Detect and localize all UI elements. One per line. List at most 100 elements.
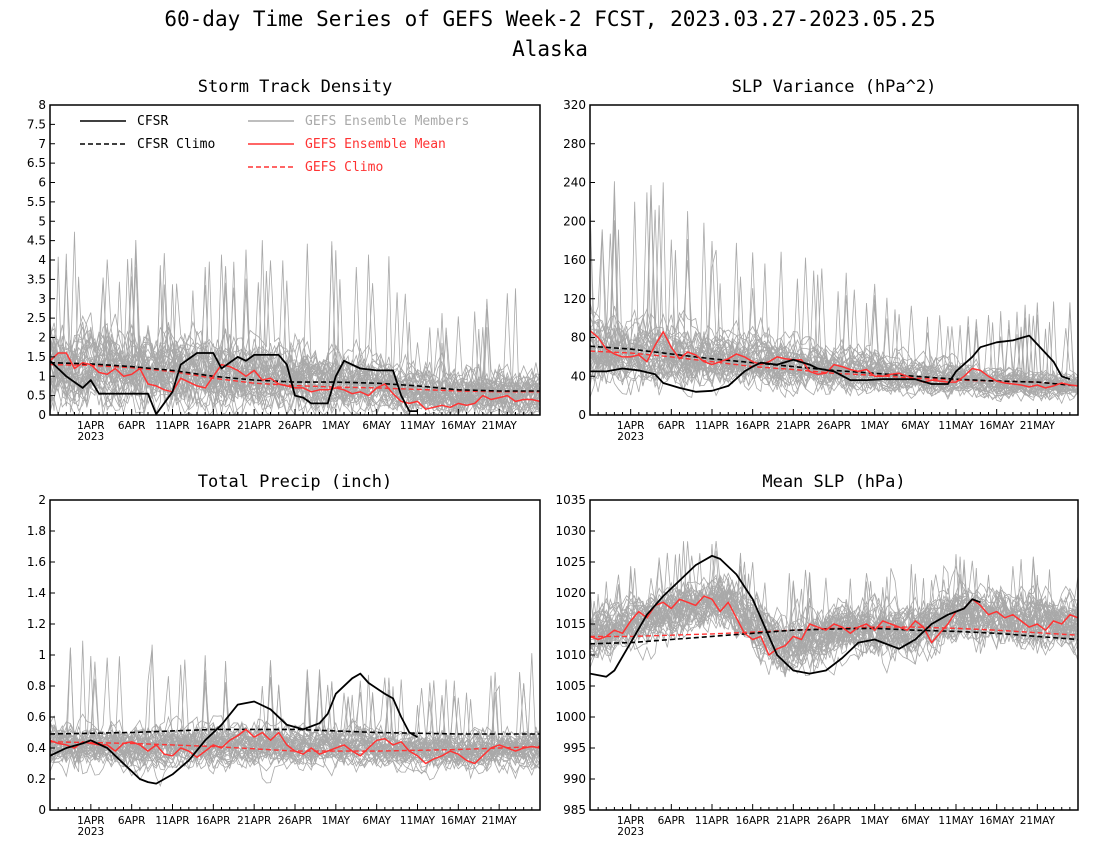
ensemble-member-line [590, 220, 1078, 392]
ensemble-member-line [590, 576, 1078, 652]
ensemble-member-line [50, 640, 540, 788]
legend-gefs-climo: GEFS Climo [248, 160, 383, 175]
x-year-label: 2023 [77, 431, 104, 443]
x-tick-label: 1MAY [322, 815, 351, 827]
y-tick-label: 1020 [555, 586, 586, 600]
y-tick-label: 4.5 [27, 234, 46, 248]
y-tick-label: 4 [38, 253, 46, 267]
x-tick-label: 6APR [658, 815, 686, 827]
legend-ensemble-members: GEFS Ensemble Members [248, 114, 469, 129]
ensemble-member-line [50, 682, 540, 767]
x-tick-label: 16MAY [441, 815, 477, 827]
panel-storm-track-density: Storm Track Density 0 0.5 1 1.5 2 2.5 3 3.5 4 4.5 5… [27, 77, 541, 443]
x-tick-label: 16MAY [979, 420, 1015, 432]
x-tick-label: 21MAY [482, 815, 518, 827]
gefs-climo-line [50, 363, 540, 393]
panel-mean-slp: Mean SLP (hPa) 985 990 995 1000 1005 1010 1015 1… [555, 472, 1079, 838]
x-tick-label: 1APR [77, 815, 105, 827]
y-tick-label: 6 [38, 176, 46, 190]
ensemble-member-line [50, 258, 540, 415]
y-tick-label: 0.8 [27, 679, 46, 693]
y-tick-label: 80 [571, 331, 586, 345]
series-lines [50, 352, 540, 415]
x-tick-label: 26APR [278, 420, 312, 432]
panel-total-precip: Total Precip (inch) 0 0.2 0.4 0.6 0.8 1 1.2 1.4 1… [27, 472, 541, 838]
legend-cfsr-climo: CFSR Climo [80, 137, 215, 152]
y-tick-label: 1.8 [27, 524, 46, 538]
y-tick-label: 0.5 [27, 389, 46, 403]
x-tick-label: 11MAY [400, 815, 436, 827]
cfsr-climo-line [590, 627, 1078, 645]
x-tick-label: 1MAY [860, 815, 889, 827]
y-tick-label: 3.5 [27, 272, 46, 286]
ensemble-member-line [50, 347, 540, 415]
y-tick-label: 1015 [555, 617, 586, 631]
ensemble-member-line [590, 209, 1078, 390]
y-tick-label: 240 [563, 176, 586, 190]
legend-label: CFSR [137, 114, 168, 129]
y-tick-label: 0.4 [27, 741, 46, 755]
y-tick-label: 1.4 [27, 586, 46, 600]
x-tick-label: 21MAY [1020, 420, 1056, 432]
y-tick-label: 1.6 [27, 555, 46, 569]
cfsr-line [590, 554, 981, 678]
panel-title: Storm Track Density [198, 77, 392, 97]
ensemble-member-line [50, 689, 540, 772]
x-tick-label: 6MAY [901, 420, 930, 432]
ensemble-member-line [590, 584, 1078, 668]
y-tick-label: 2 [38, 493, 46, 507]
y-tick-label: 1035 [555, 493, 586, 507]
cfsr-climo-line [50, 361, 540, 392]
legend-cfsr: CFSR [80, 114, 168, 129]
panel-slp-variance: SLP Variance (hPa^2) 0 40 80 120 160 200 240 280… [563, 77, 1079, 443]
x-tick-label: 21APR [237, 815, 271, 827]
y-tick-label: 995 [563, 741, 586, 755]
y-tick-label: 0.6 [27, 710, 46, 724]
ensemble-member-line [590, 576, 1078, 669]
legend-label: CFSR Climo [137, 137, 215, 152]
ensemble-member-line [590, 591, 1078, 669]
cfsr-line [590, 334, 1071, 393]
x-tick-label: 6MAY [362, 815, 391, 827]
x-tick-label: 11APR [155, 815, 189, 827]
x-tick-label: 1APR [617, 420, 645, 432]
legend-ensemble-mean: GEFS Ensemble Mean [248, 137, 446, 152]
ensemble-member-line [590, 317, 1078, 390]
y-tick-label: 1030 [555, 524, 586, 538]
y-tick-label: 160 [563, 253, 586, 267]
series-lines [590, 330, 1078, 393]
cfsr-climo-line [50, 728, 540, 735]
x-tick-label: 26APR [817, 815, 851, 827]
ensemble-member-line [50, 677, 540, 757]
y-tick-label: 280 [563, 137, 586, 151]
y-tick-label: 3 [38, 292, 46, 306]
ensemble-member-line [590, 543, 1078, 654]
ensemble-member-line [590, 585, 1078, 657]
plot-frame [589, 499, 1079, 811]
x-tick-label: 21MAY [1020, 815, 1056, 827]
cfsr-line [50, 672, 418, 785]
y-tick-label: 6.5 [27, 156, 46, 170]
y-tick-label: 1.5 [27, 350, 46, 364]
y-tick-label: 0 [38, 408, 46, 422]
legend-label: GEFS Climo [305, 160, 383, 175]
x-tick-label: 21APR [237, 420, 271, 432]
ensemble-member-line [50, 270, 540, 411]
y-tick-label: 0.2 [27, 772, 46, 786]
gefs-ensemble-mean-line [590, 595, 1078, 656]
y-tick-label: 2.5 [27, 311, 46, 325]
y-tick-label: 5.5 [27, 195, 46, 209]
y-tick-label: 0 [578, 408, 586, 422]
legend-label: GEFS Ensemble Members [305, 114, 469, 129]
y-tick-label: 320 [563, 98, 586, 112]
y-tick-label: 0 [38, 803, 46, 817]
ensemble-members [590, 181, 1078, 405]
panel-title: SLP Variance (hPa^2) [732, 77, 937, 97]
x-tick-label: 11APR [695, 815, 729, 827]
gefs-ensemble-mean-line [50, 352, 540, 410]
ensemble-member-line [50, 249, 540, 403]
x-tick-label: 16MAY [441, 420, 477, 432]
y-tick-label: 1010 [555, 648, 586, 662]
panel-title: Total Precip (inch) [198, 472, 392, 492]
